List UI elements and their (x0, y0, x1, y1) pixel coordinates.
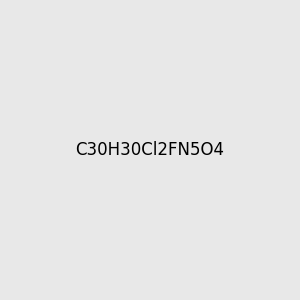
Text: C30H30Cl2FN5O4: C30H30Cl2FN5O4 (76, 141, 224, 159)
